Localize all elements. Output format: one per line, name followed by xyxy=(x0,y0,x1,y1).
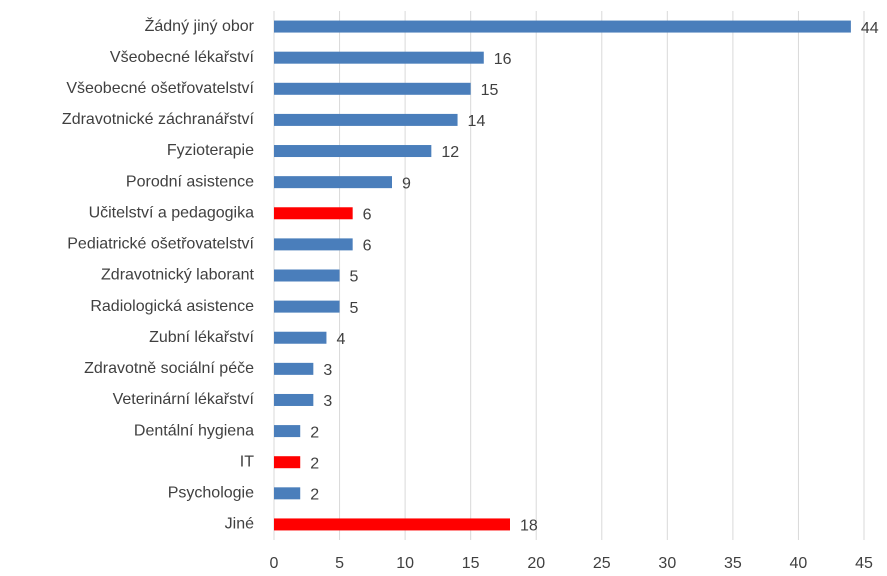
y-tick-label: Fyzioterapie xyxy=(167,142,254,159)
x-tick-label: 25 xyxy=(593,555,611,572)
value-label: 3 xyxy=(323,362,332,379)
x-tick-label: 10 xyxy=(396,555,414,572)
y-tick-label: Dentální hygiena xyxy=(134,422,254,439)
bar xyxy=(274,113,458,126)
value-label: 3 xyxy=(323,393,332,410)
bar xyxy=(274,176,392,189)
value-label: 18 xyxy=(520,518,538,535)
bar xyxy=(274,51,484,64)
value-label: 6 xyxy=(363,206,372,223)
bar xyxy=(274,20,851,33)
value-label: 2 xyxy=(310,424,319,441)
value-label: 2 xyxy=(310,487,319,504)
bar xyxy=(274,393,314,406)
y-tick-label: IT xyxy=(240,453,254,470)
bar xyxy=(274,487,301,500)
bar xyxy=(274,238,353,251)
bar xyxy=(274,362,314,375)
y-tick-label: Pediatrické ošetřovatelství xyxy=(67,236,254,253)
value-label: 4 xyxy=(336,331,345,348)
x-tick-label: 20 xyxy=(527,555,545,572)
y-tick-label: Všeobecné ošetřovatelství xyxy=(66,80,254,97)
value-label: 15 xyxy=(481,82,499,99)
value-label: 2 xyxy=(310,455,319,472)
bar xyxy=(274,145,432,158)
bar xyxy=(274,269,340,282)
y-tick-label: Radiologická asistence xyxy=(90,298,254,315)
y-tick-label: Zdravotnický laborant xyxy=(101,267,255,284)
value-label: 16 xyxy=(494,51,512,68)
y-tick-label: Veterinární lékařství xyxy=(113,391,255,408)
value-label: 9 xyxy=(402,175,411,192)
x-tick-label: 35 xyxy=(724,555,742,572)
y-tick-label: Zdravotnické záchranářství xyxy=(62,111,255,128)
value-label: 12 xyxy=(441,144,459,161)
bar xyxy=(274,300,340,313)
y-tick-label: Jiné xyxy=(225,516,254,533)
x-tick-label: 40 xyxy=(790,555,808,572)
value-label: 5 xyxy=(350,269,359,286)
value-label: 5 xyxy=(350,300,359,317)
y-tick-label: Zubní lékařství xyxy=(149,329,254,346)
value-label: 14 xyxy=(468,113,486,130)
value-label: 44 xyxy=(861,20,879,37)
y-tick-label: Zdravotně sociální péče xyxy=(84,360,254,377)
y-tick-label: Porodní asistence xyxy=(126,173,254,190)
y-tick-label: Psychologie xyxy=(168,485,254,502)
bar xyxy=(274,456,301,469)
x-tick-label: 45 xyxy=(855,555,873,572)
y-tick-label: Všeobecné lékařství xyxy=(110,49,255,66)
bar xyxy=(274,518,510,531)
x-tick-label: 15 xyxy=(462,555,480,572)
bar xyxy=(274,207,353,220)
x-tick-label: 5 xyxy=(335,555,344,572)
y-tick-label: Učitelství a pedagogika xyxy=(89,204,255,221)
value-label: 6 xyxy=(363,238,372,255)
x-tick-label: 0 xyxy=(270,555,279,572)
x-tick-label: 30 xyxy=(658,555,676,572)
bar xyxy=(274,425,301,438)
bar xyxy=(274,82,471,95)
bar xyxy=(274,331,327,344)
y-tick-label: Žádný jiný obor xyxy=(145,16,255,35)
